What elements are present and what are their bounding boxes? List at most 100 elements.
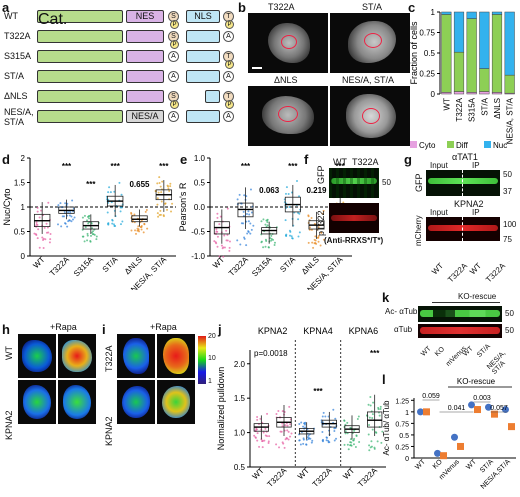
- data-point: [89, 240, 92, 243]
- data-point: [379, 407, 382, 410]
- data-point: [283, 446, 286, 449]
- data-point: [252, 224, 255, 227]
- data-point: [260, 220, 263, 223]
- data-point: [295, 180, 298, 183]
- data-point: [344, 430, 347, 433]
- data-point: [286, 429, 289, 432]
- data-point: [214, 241, 217, 244]
- group-input-bottom: Input: [430, 208, 448, 217]
- data-point: [223, 246, 226, 249]
- blot-title-atat1: αTAT1: [452, 152, 478, 162]
- data-point: [371, 417, 374, 420]
- x-tick-label: WT: [296, 466, 311, 481]
- data-point: [302, 425, 305, 428]
- site-s315-3: A: [168, 71, 179, 82]
- data-point: [315, 242, 318, 245]
- data-point: [284, 424, 287, 427]
- data-point: [354, 445, 357, 448]
- group-ip-bottom: IP: [472, 208, 480, 217]
- data-point: [373, 446, 376, 449]
- x-tick-label: S315A: [250, 255, 274, 279]
- data-point: [93, 233, 96, 236]
- colorbar-tick-20: 20: [208, 333, 216, 340]
- data-point: [288, 405, 291, 408]
- nls-domain-0: NLS: [186, 10, 220, 23]
- data-point: [344, 423, 347, 426]
- data-point: [328, 441, 331, 444]
- data-point: [226, 239, 229, 242]
- data-point: [270, 234, 273, 237]
- data-point: [169, 182, 172, 185]
- data-point: [218, 223, 221, 226]
- bar-diff: [491, 14, 503, 93]
- data-point: [46, 226, 49, 229]
- bar-nuc: [441, 11, 452, 15]
- significance-annotation: 0.219: [306, 186, 327, 195]
- y-tick-label-l: 1: [405, 410, 409, 417]
- data-point: [322, 411, 325, 414]
- legend-swatch-cyto: [410, 141, 417, 148]
- y-tick-label: 0.5: [194, 179, 206, 188]
- data-point: [288, 206, 291, 209]
- data-point: [287, 192, 290, 195]
- data-point: [374, 431, 377, 434]
- data-point: [243, 194, 246, 197]
- data-point: [247, 230, 250, 233]
- data-point: [255, 428, 258, 431]
- panel-c-label: c: [408, 0, 416, 15]
- data-point: [49, 238, 52, 241]
- data-point: [111, 222, 114, 225]
- domain-row-label-4: ΔNLS: [4, 91, 28, 101]
- data-point: [287, 438, 290, 441]
- bar-cyto: [479, 91, 490, 95]
- nls-domain-5: [186, 110, 220, 123]
- data-point: [44, 238, 47, 241]
- y-axis-label-c: Fraction of cells: [409, 21, 419, 85]
- data-point: [346, 421, 349, 424]
- data-point: [321, 415, 324, 418]
- bar-diff: [441, 14, 452, 93]
- lane-t322a-f: T322A: [352, 157, 379, 167]
- data-point: [35, 221, 38, 224]
- data-point: [36, 223, 39, 226]
- site-t322-3: A: [223, 71, 234, 82]
- data-point: [86, 239, 89, 242]
- domain-row-label-0: WT: [4, 11, 18, 21]
- significance-kpna6: ***: [370, 349, 380, 358]
- colorbar: [198, 336, 206, 384]
- legend-swatch-nuc: [484, 141, 491, 148]
- data-point: [355, 434, 358, 437]
- data-point: [36, 210, 39, 213]
- data-point: [298, 439, 301, 442]
- data-point: [265, 240, 268, 243]
- data-point: [290, 235, 293, 238]
- data-point: [272, 238, 275, 241]
- data-point: [245, 212, 248, 215]
- data-point: [160, 200, 163, 203]
- data-point: [270, 239, 273, 242]
- nes-domain-4: [126, 90, 164, 103]
- group-header: KPNA6: [349, 326, 379, 336]
- p-value-kpna2: p=0.0018: [254, 349, 288, 358]
- data-point: [268, 435, 271, 438]
- data-point: [298, 423, 301, 426]
- panel-l-scatter-plot: KO-rescue 0 0.25 0.5 0.75 1 1.25 Ac- αTub/ αTub…: [382, 377, 516, 491]
- fret-image-wt-before: [18, 334, 56, 378]
- x-tick-label: ST/A: [278, 255, 297, 274]
- data-point: [256, 416, 259, 419]
- data-point: [158, 176, 161, 179]
- site-t322-1: A: [223, 31, 234, 42]
- row-label-i-t322a: T322A: [104, 345, 114, 372]
- data-point: [242, 222, 245, 225]
- data-point: [226, 233, 229, 236]
- data-point: [289, 423, 292, 426]
- marker-50-k-bottom: 50: [505, 326, 514, 335]
- data-point: [166, 208, 169, 211]
- y-tick-label: 0.5: [234, 463, 246, 472]
- domain-row-label-3: ST/A: [4, 71, 25, 81]
- marker-50-f: 50: [382, 178, 391, 187]
- data-point: [60, 225, 63, 228]
- data-point: [349, 438, 352, 441]
- data-point: [221, 247, 224, 250]
- data-point: [228, 240, 231, 243]
